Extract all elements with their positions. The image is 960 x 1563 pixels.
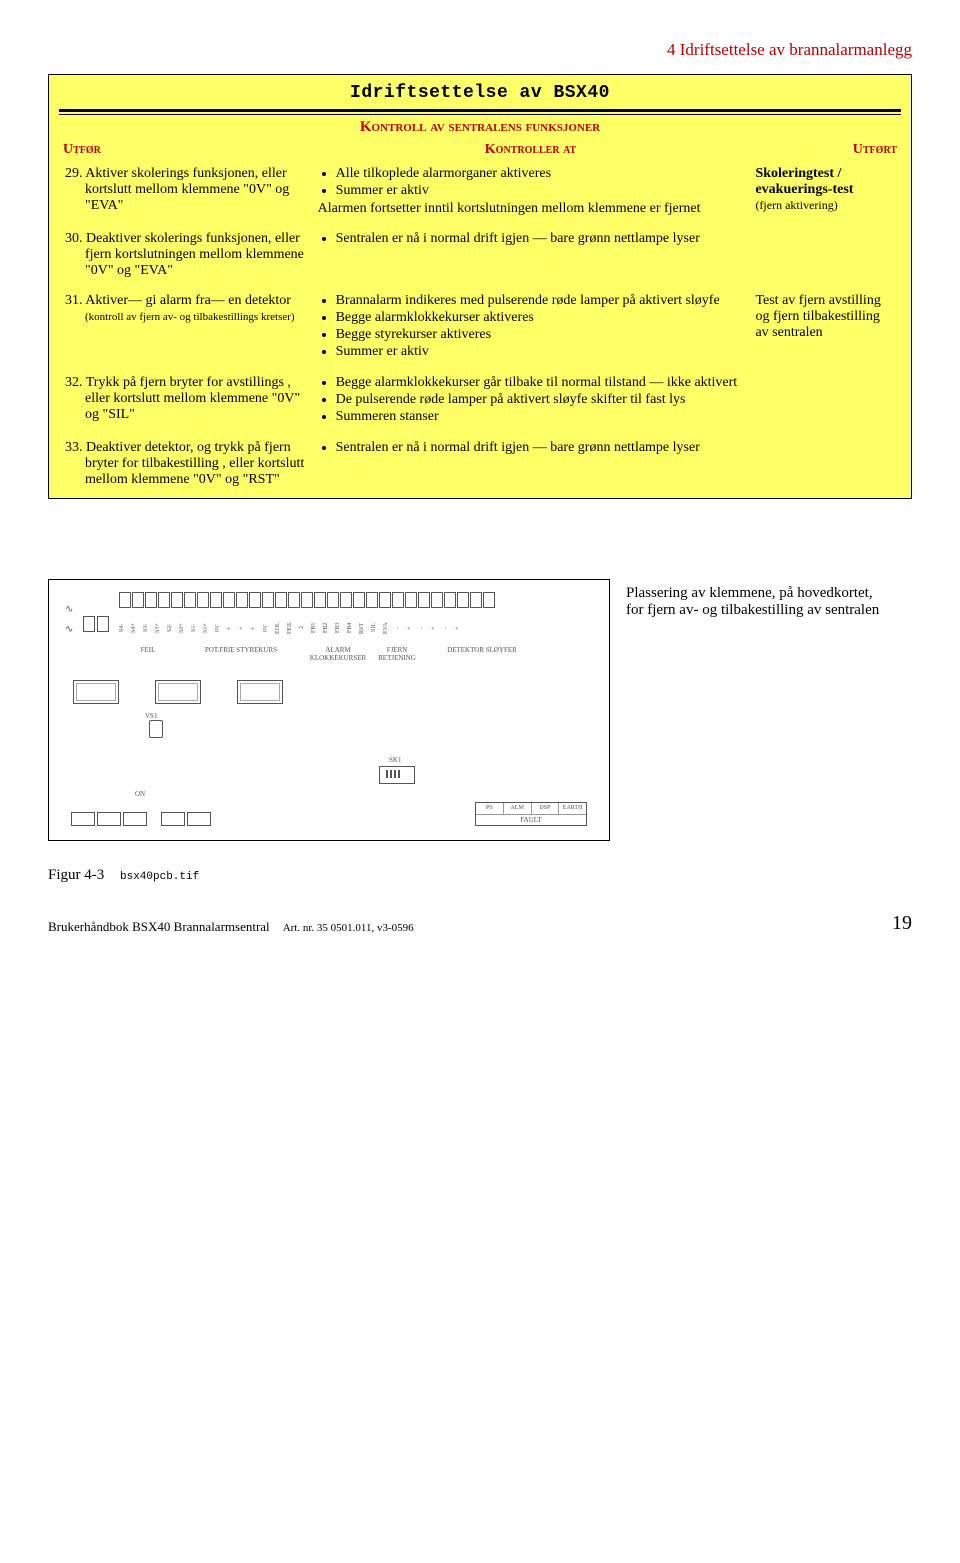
section-header: 4 Idriftsettelse av brannalarmanlegg [48,40,912,60]
box-title: Idriftsettelse av BSX40 [59,83,901,103]
bullet-item: Summer er aktiv [336,344,744,360]
functions-table: Utfør Kontroller at Utført 29. Aktiver s… [59,140,901,498]
chip-icon [155,680,201,704]
sine-icon: ∿ [65,604,73,615]
chip-icon [73,680,119,704]
table-row: 33. Deaktiver detektor, og trykk på fjer… [59,436,901,498]
pcb-diagram: ∿ ∿ S4-S4+S3-S3+S2-S2+S1-S1+0V+++0VEOLFE… [48,579,610,841]
vs1-component [149,720,163,738]
utfor-text: 29. Aktiver skolerings funksjonen, eller… [65,166,306,214]
sk1-switch [379,766,415,784]
bullet-list: Begge alarmklokkekurser går tilbake til … [318,375,744,425]
bullet-item: Alle tilkoplede alarmorganer aktiveres [336,166,744,182]
table-header-row: Utfør Kontroller at Utført [59,140,901,162]
chip-icon [237,680,283,704]
terminal-labels: S4-S4+S3-S3+S2-S2+S1-S1+0V+++0VEOLFEIL2F… [119,610,597,646]
footer-left: Brukerhåndbok BSX40 Brannalarmsentral Ar… [48,919,414,935]
utfor-text: 32. Trykk på fjern bryter for avstilling… [65,375,306,423]
chip-row [73,680,283,704]
group-labels: FEILPOT.FRIE STYREKURSALARM KLOKKEKURSER… [119,646,597,662]
vs1-label: VS1 [145,712,157,720]
bullet-list: Sentralen er nå i normal drift igjen — b… [318,231,744,247]
sine-icon: ∿ [65,624,73,635]
bullet-item: De pulserende røde lamper på aktivert sl… [336,392,744,408]
bullet-item: Begge alarmklokkekurser går tilbake til … [336,375,744,391]
box-subheader: Kontroll av sentralens funksjoner [59,119,901,136]
sk1-label: SK1 [389,756,401,764]
terminal-row [119,592,597,610]
on-label: ON [135,790,145,798]
utfor-text: 31. Aktiver— gi alarm fra— en detektor [65,293,306,309]
utfor-text: 30. Deaktiver skolerings funksjonen, ell… [65,231,306,279]
col-header-utfort: Utført [749,140,901,162]
col-header-kontroller: Kontroller at [312,140,750,162]
table-row: 29. Aktiver skolerings funksjonen, eller… [59,162,901,227]
bullet-list: Sentralen er nå i normal drift igjen — b… [318,440,744,456]
utfort-main: Skoleringtest / evakuerings-test [755,166,895,198]
page-number: 19 [892,912,912,935]
figure-caption: Figur 4-3 bsx40pcb.tif [48,867,912,884]
figure-label: Figur 4-3 [48,867,104,883]
bullet-item: Summeren stanser [336,409,744,425]
bullet-list: Brannalarm indikeres med pulserende røde… [318,293,744,360]
kontroll-panel: Idriftsettelse av BSX40 Kontroll av sent… [48,74,912,499]
page-footer: Brukerhåndbok BSX40 Brannalarmsentral Ar… [48,912,912,935]
bullet-item: Begge styrekurser aktiveres [336,327,744,343]
bullet-item: Summer er aktiv [336,183,744,199]
plain-text: Alarmen fortsetter inntil kortslutningen… [318,201,744,217]
bullet-item: Begge alarmklokkekurser aktiveres [336,310,744,326]
left-terminals [83,616,109,632]
utfort-main: Test av fjern avstilling og fjern tilbak… [755,293,895,341]
diagram-wrap: ∿ ∿ S4-S4+S3-S3+S2-S2+S1-S1+0V+++0VEOLFE… [48,579,912,841]
bullet-item: Sentralen er nå i normal drift igjen — b… [336,231,744,247]
double-rule [59,109,901,115]
footer-mid: Art. nr. 35 0501.011, v3-0596 [283,922,414,934]
col-header-utfor: Utfør [59,140,312,162]
utfort-sub: (fjern aktivering) [755,198,895,213]
bullet-list: Alle tilkoplede alarmorganer aktiveres S… [318,166,744,199]
utfor-text: 33. Deaktiver detektor, og trykk på fjer… [65,440,306,488]
fault-box: PSALMDSPEARTH FAULT [475,802,587,826]
table-row: 32. Trykk på fjern bryter for avstilling… [59,371,901,436]
bottom-terminals [71,812,211,826]
diagram-caption: Plassering av klemmene, på hovedkortet, … [626,585,886,619]
utfor-sub: (kontroll av fjern av- og tilbakestillin… [65,311,306,323]
bullet-item: Brannalarm indikeres med pulserende røde… [336,293,744,309]
figure-filename: bsx40pcb.tif [120,871,199,883]
bullet-item: Sentralen er nå i normal drift igjen — b… [336,440,744,456]
fault-label: FAULT [476,814,586,825]
table-row: 31. Aktiver— gi alarm fra— en detektor (… [59,289,901,371]
